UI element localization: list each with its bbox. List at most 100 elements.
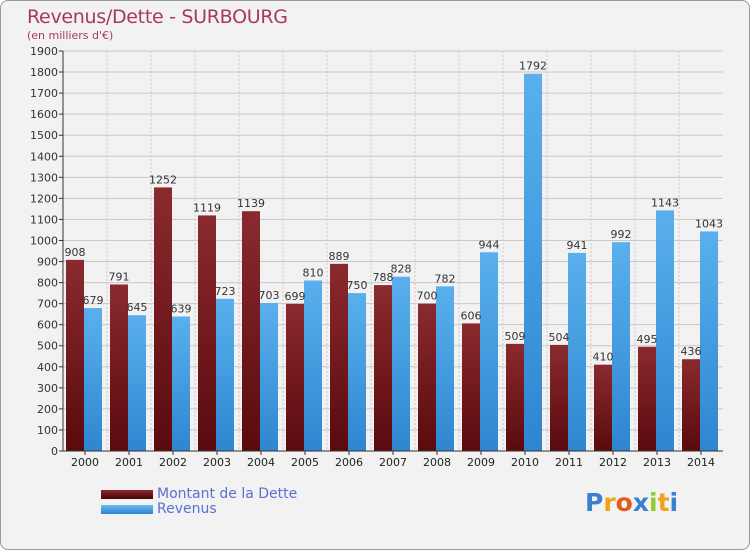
data-label-dette: 410 — [593, 351, 614, 364]
chart-title: Revenus/Dette - SURBOURG — [27, 6, 288, 28]
logo-letter: x — [632, 488, 649, 517]
bar-dette — [374, 285, 392, 451]
y-tick-label: 600 — [37, 319, 58, 332]
proxiti-logo: Proxiti — [585, 488, 678, 517]
data-label-dette: 1139 — [237, 197, 265, 210]
bar-dette — [198, 215, 216, 451]
y-tick-label: 400 — [37, 361, 58, 374]
data-label-dette: 788 — [373, 271, 394, 284]
data-label-dette: 436 — [681, 345, 702, 358]
y-tick-label: 1900 — [30, 45, 58, 58]
legend-label-revenus: Revenus — [157, 501, 217, 517]
y-tick-label: 700 — [37, 298, 58, 311]
y-tick-label: 900 — [37, 256, 58, 269]
chart-subtitle: (en milliers d'€) — [27, 29, 114, 42]
legend-swatch-revenus — [101, 505, 153, 514]
data-label-revenus: 782 — [435, 272, 456, 285]
y-tick-label: 1800 — [30, 66, 58, 79]
x-tick-label: 2010 — [511, 456, 539, 469]
y-tick-label: 1400 — [30, 150, 58, 163]
x-tick-label: 2007 — [379, 456, 407, 469]
y-tick-label: 1000 — [30, 234, 58, 247]
data-label-revenus: 1143 — [651, 196, 679, 209]
bar-revenus — [700, 231, 718, 451]
x-tick-label: 2003 — [203, 456, 231, 469]
data-label-revenus: 941 — [567, 239, 588, 252]
data-label-dette: 606 — [461, 309, 482, 322]
bar-dette — [286, 303, 304, 451]
bar-dette — [154, 187, 172, 451]
data-label-dette: 495 — [637, 333, 658, 346]
x-tick-label: 2002 — [159, 456, 187, 469]
x-tick-label: 2011 — [555, 456, 583, 469]
data-label-revenus: 810 — [303, 266, 324, 279]
x-tick-label: 2001 — [115, 456, 143, 469]
data-label-dette: 908 — [65, 246, 86, 259]
logo-letter: t — [657, 488, 670, 517]
bar-revenus — [480, 252, 498, 451]
bar-revenus — [524, 73, 542, 451]
data-label-revenus: 944 — [479, 238, 500, 251]
bar-revenus — [304, 280, 322, 451]
x-tick-label: 2012 — [599, 456, 627, 469]
y-tick-label: 1700 — [30, 87, 58, 100]
bar-revenus — [436, 286, 454, 451]
bar-dette — [682, 359, 700, 451]
x-tick-label: 2000 — [71, 456, 99, 469]
data-label-revenus: 679 — [83, 294, 104, 307]
data-label-revenus: 639 — [171, 302, 192, 315]
bar-revenus — [568, 252, 586, 451]
data-label-dette: 700 — [417, 290, 438, 303]
data-label-revenus: 645 — [127, 301, 148, 314]
data-label-dette: 504 — [549, 331, 570, 344]
bar-dette — [594, 364, 612, 451]
data-label-revenus: 1792 — [519, 60, 547, 73]
bar-revenus — [612, 242, 630, 451]
data-label-dette: 1252 — [149, 173, 177, 186]
data-label-revenus: 703 — [259, 289, 280, 302]
bar-dette — [638, 346, 656, 451]
data-label-revenus: 828 — [391, 263, 412, 276]
data-label-dette: 889 — [329, 250, 350, 263]
bar-revenus — [84, 308, 102, 451]
y-tick-label: 500 — [37, 340, 58, 353]
x-tick-label: 2013 — [643, 456, 671, 469]
y-tick-label: 100 — [37, 424, 58, 437]
bar-revenus — [216, 298, 234, 451]
data-label-revenus: 992 — [611, 228, 632, 241]
bar-revenus — [172, 316, 190, 451]
bar-dette — [110, 284, 128, 451]
data-label-dette: 509 — [505, 330, 526, 343]
legend-label-dette: Montant de la Dette — [157, 486, 298, 502]
y-tick-label: 1600 — [30, 108, 58, 121]
data-label-revenus: 750 — [347, 279, 368, 292]
y-tick-label: 1200 — [30, 192, 58, 205]
data-label-dette: 791 — [109, 270, 130, 283]
data-label-revenus: 1043 — [695, 217, 723, 230]
y-tick-label: 300 — [37, 382, 58, 395]
data-label-dette: 1119 — [193, 201, 221, 214]
bar-revenus — [348, 293, 366, 451]
y-tick-label: 200 — [37, 403, 58, 416]
bar-revenus — [128, 315, 146, 451]
bar-revenus — [656, 210, 674, 451]
y-tick-label: 1500 — [30, 129, 58, 142]
labels-layer: 908 679 791 645 1252 639 1119 723 1139 703 699 810 8… — [65, 60, 724, 364]
y-tick-label: 0 — [51, 445, 58, 458]
x-tick-label: 2006 — [335, 456, 363, 469]
bar-dette — [506, 343, 524, 451]
x-tick-label: 2005 — [291, 456, 319, 469]
y-tick-label: 1100 — [30, 213, 58, 226]
bar-dette — [242, 211, 260, 451]
axis-layer: 0 100 200 300 400 500 600 700 800 900 1000 1100 1200… — [30, 45, 723, 469]
bars-layer — [66, 73, 718, 451]
logo-letter: o — [615, 488, 633, 517]
bar-dette — [418, 303, 436, 451]
logo-letter: P — [585, 488, 604, 517]
x-tick-label: 2004 — [247, 456, 275, 469]
x-tick-label: 2009 — [467, 456, 495, 469]
logo-letter: r — [603, 488, 616, 517]
logo-letter: i — [669, 488, 679, 517]
